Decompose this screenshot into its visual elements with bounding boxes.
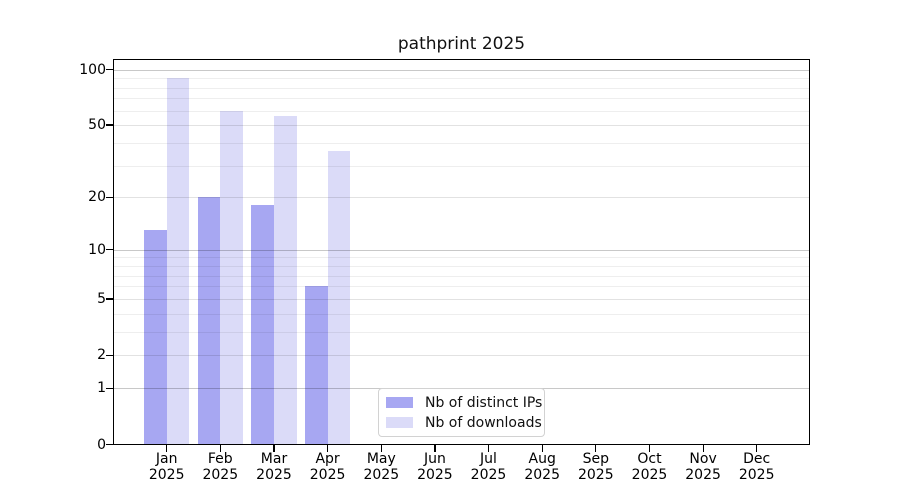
bar-ips-mar [251, 205, 274, 445]
x-tick-mark [273, 445, 275, 452]
x-tick-label-nov: Nov 2025 [685, 451, 721, 483]
x-tick-label-jan: Jan 2025 [148, 451, 185, 483]
y-tick-mark [106, 354, 114, 356]
gridline-60 [114, 110, 809, 112]
x-tick-mark [702, 445, 704, 452]
gridline-9 [114, 257, 809, 259]
y-tick-mark [106, 443, 114, 446]
gridline-30 [114, 165, 809, 167]
bar-ips-feb [197, 197, 221, 445]
y-tick-label-0: 0 [97, 436, 106, 453]
x-tick-label-jun: Jun 2025 [417, 451, 453, 483]
gridline-20 [114, 197, 809, 199]
y-tick-mark [106, 249, 114, 251]
x-tick-mark [648, 445, 651, 452]
gridline-3 [114, 331, 809, 333]
plot-area [113, 59, 810, 445]
x-tick-mark [595, 445, 597, 452]
distinct-ips-swatch-icon [386, 397, 413, 408]
legend: Nb of distinct IPs Nb of downloads [378, 388, 545, 437]
y-tick-mark [106, 298, 114, 300]
downloads-swatch-icon [386, 417, 413, 428]
x-tick-mark [380, 445, 382, 452]
bar-downloads-feb [220, 110, 243, 445]
x-tick-label-jul: Jul 2025 [470, 451, 507, 483]
x-tick-mark [166, 445, 168, 452]
gridline-100 [114, 69, 809, 71]
y-tick-mark [106, 387, 114, 389]
y-tick-label-1: 1 [97, 380, 106, 397]
legend-label: Nb of distinct IPs [425, 394, 543, 411]
gridline-7 [114, 275, 809, 277]
legend-label: Nb of downloads [425, 414, 542, 431]
gridline-40 [114, 142, 809, 144]
y-tick-label-2: 2 [97, 347, 106, 364]
y-tick-mark [106, 196, 114, 198]
gridline-5 [114, 298, 809, 300]
bar-downloads-mar [274, 116, 297, 445]
x-tick-label-sep: Sep 2025 [577, 451, 614, 483]
x-tick-label-oct: Oct 2025 [631, 451, 668, 483]
gridline-8 [114, 266, 809, 267]
gridline-6 [114, 286, 809, 288]
x-tick-label-apr: Apr 2025 [309, 451, 346, 483]
x-tick-label-mar: Mar 2025 [256, 451, 292, 483]
y-tick-mark [106, 124, 114, 126]
x-tick-mark [541, 445, 543, 452]
y-tick-label-10: 10 [88, 241, 106, 258]
x-tick-mark [434, 445, 436, 452]
bar-downloads-jan [166, 78, 190, 445]
x-tick-label-feb: Feb 2025 [202, 451, 239, 483]
y-tick-label-20: 20 [88, 189, 106, 206]
legend-item-distinct-ips: Nb of distinct IPs [386, 394, 544, 411]
bar-downloads-apr [327, 151, 351, 445]
bar-ips-jan [144, 230, 167, 445]
gridline-4 [114, 313, 809, 315]
x-tick-label-dec: Dec 2025 [738, 451, 775, 483]
x-tick-mark [219, 445, 221, 452]
chart-title: pathprint 2025 [397, 34, 526, 54]
y-tick-mark [106, 68, 114, 71]
y-tick-label-5: 5 [97, 290, 106, 307]
gridline-2 [114, 355, 809, 357]
gridline-70 [114, 98, 809, 100]
gridline-50 [114, 125, 809, 127]
x-tick-mark [756, 445, 758, 452]
gridline-10 [114, 249, 809, 251]
x-tick-mark [327, 445, 329, 452]
gridline-90 [114, 78, 809, 79]
y-tick-label-50: 50 [88, 117, 106, 133]
x-tick-label-may: May 2025 [363, 451, 400, 483]
x-tick-label-aug: Aug 2025 [524, 451, 560, 483]
gridline-80 [114, 87, 809, 89]
x-tick-mark [487, 445, 490, 452]
legend-item-downloads: Nb of downloads [386, 414, 544, 431]
y-tick-label-100: 100 [79, 61, 106, 78]
bar-ips-apr [305, 286, 328, 445]
